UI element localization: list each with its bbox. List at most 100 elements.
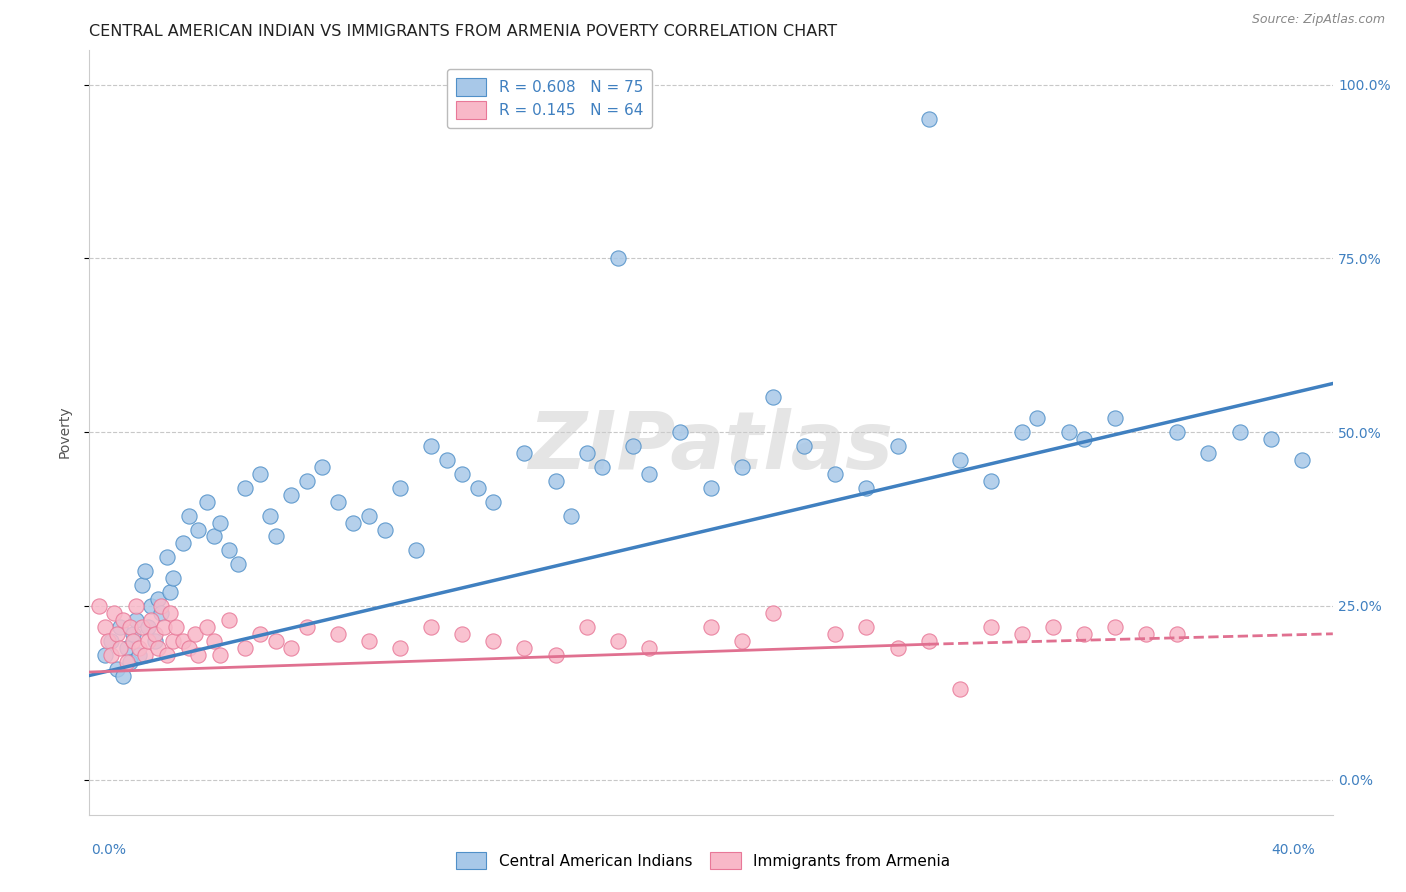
- Point: [146, 592, 169, 607]
- Text: Source: ZipAtlas.com: Source: ZipAtlas.com: [1251, 13, 1385, 27]
- Point: [575, 620, 598, 634]
- Point: [700, 481, 723, 495]
- Point: [264, 633, 287, 648]
- Point: [87, 599, 110, 613]
- Point: [326, 627, 349, 641]
- Point: [156, 648, 179, 662]
- Point: [134, 564, 156, 578]
- Point: [103, 606, 125, 620]
- Point: [1135, 627, 1157, 641]
- Point: [187, 523, 209, 537]
- Point: [357, 508, 380, 523]
- Point: [218, 543, 240, 558]
- Point: [280, 640, 302, 655]
- Point: [544, 648, 567, 662]
- Point: [544, 474, 567, 488]
- Point: [187, 648, 209, 662]
- Point: [389, 481, 412, 495]
- Point: [451, 467, 474, 481]
- Point: [1073, 627, 1095, 641]
- Point: [115, 655, 138, 669]
- Point: [264, 529, 287, 543]
- Point: [218, 613, 240, 627]
- Point: [202, 529, 225, 543]
- Legend: R = 0.608   N = 75, R = 0.145   N = 64: R = 0.608 N = 75, R = 0.145 N = 64: [447, 69, 652, 128]
- Point: [159, 585, 181, 599]
- Point: [980, 620, 1002, 634]
- Point: [793, 439, 815, 453]
- Point: [1104, 411, 1126, 425]
- Point: [249, 467, 271, 481]
- Point: [1166, 425, 1188, 440]
- Point: [100, 648, 122, 662]
- Point: [295, 474, 318, 488]
- Point: [233, 640, 256, 655]
- Point: [97, 633, 120, 648]
- Point: [149, 606, 172, 620]
- Point: [621, 439, 644, 453]
- Point: [560, 508, 582, 523]
- Point: [184, 627, 207, 641]
- Point: [700, 620, 723, 634]
- Point: [513, 640, 536, 655]
- Point: [1042, 620, 1064, 634]
- Point: [128, 640, 150, 655]
- Point: [134, 648, 156, 662]
- Point: [228, 558, 250, 572]
- Point: [637, 467, 659, 481]
- Point: [177, 640, 200, 655]
- Point: [436, 453, 458, 467]
- Point: [121, 627, 143, 641]
- Point: [105, 662, 128, 676]
- Point: [606, 252, 628, 266]
- Legend: Central American Indians, Immigrants from Armenia: Central American Indians, Immigrants fro…: [450, 846, 956, 875]
- Point: [311, 459, 333, 474]
- Point: [762, 606, 785, 620]
- Point: [118, 620, 141, 634]
- Point: [886, 640, 908, 655]
- Point: [1229, 425, 1251, 440]
- Point: [146, 640, 169, 655]
- Point: [1026, 411, 1049, 425]
- Point: [143, 627, 166, 641]
- Point: [141, 613, 163, 627]
- Point: [731, 459, 754, 474]
- Point: [824, 467, 846, 481]
- Point: [141, 599, 163, 613]
- Point: [131, 578, 153, 592]
- Y-axis label: Poverty: Poverty: [58, 406, 72, 458]
- Point: [208, 516, 231, 530]
- Point: [591, 459, 613, 474]
- Text: 40.0%: 40.0%: [1271, 843, 1315, 857]
- Point: [374, 523, 396, 537]
- Point: [1011, 425, 1033, 440]
- Point: [482, 633, 505, 648]
- Point: [233, 481, 256, 495]
- Point: [980, 474, 1002, 488]
- Point: [405, 543, 427, 558]
- Point: [1011, 627, 1033, 641]
- Point: [202, 633, 225, 648]
- Point: [149, 599, 172, 613]
- Point: [575, 446, 598, 460]
- Point: [1073, 432, 1095, 446]
- Point: [420, 620, 443, 634]
- Point: [917, 633, 939, 648]
- Point: [606, 633, 628, 648]
- Point: [115, 640, 138, 655]
- Point: [177, 508, 200, 523]
- Point: [118, 655, 141, 669]
- Point: [389, 640, 412, 655]
- Point: [110, 620, 132, 634]
- Point: [112, 613, 135, 627]
- Point: [326, 494, 349, 508]
- Point: [1291, 453, 1313, 467]
- Point: [482, 494, 505, 508]
- Point: [94, 620, 117, 634]
- Point: [513, 446, 536, 460]
- Point: [1057, 425, 1080, 440]
- Point: [121, 633, 143, 648]
- Point: [131, 620, 153, 634]
- Point: [208, 648, 231, 662]
- Point: [259, 508, 281, 523]
